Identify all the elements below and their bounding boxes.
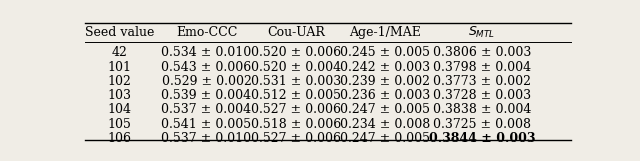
- Text: 0.520 ± 0.004: 0.520 ± 0.004: [251, 61, 341, 74]
- Text: 0.236 ± 0.003: 0.236 ± 0.003: [340, 89, 430, 102]
- Text: 0.529 ± 0.002: 0.529 ± 0.002: [161, 75, 252, 88]
- Text: 0.543 ± 0.006: 0.543 ± 0.006: [161, 61, 252, 74]
- Text: 0.245 ± 0.005: 0.245 ± 0.005: [340, 46, 430, 59]
- Text: 0.527 ± 0.006: 0.527 ± 0.006: [251, 103, 340, 116]
- Text: 0.242 ± 0.003: 0.242 ± 0.003: [340, 61, 430, 74]
- Text: Emo-CCC: Emo-CCC: [176, 26, 237, 39]
- Text: 0.3725 ± 0.008: 0.3725 ± 0.008: [433, 118, 531, 131]
- Text: 0.518 ± 0.006: 0.518 ± 0.006: [251, 118, 341, 131]
- Text: 0.3806 ± 0.003: 0.3806 ± 0.003: [433, 46, 531, 59]
- Text: Age-1/MAE: Age-1/MAE: [349, 26, 421, 39]
- Text: Seed value: Seed value: [85, 26, 154, 39]
- Text: 0.3773 ± 0.002: 0.3773 ± 0.002: [433, 75, 531, 88]
- Text: 0.247 ± 0.005: 0.247 ± 0.005: [340, 103, 430, 116]
- Text: 0.527 ± 0.006: 0.527 ± 0.006: [251, 132, 340, 145]
- Text: 103: 103: [108, 89, 132, 102]
- Text: 0.247 ± 0.005: 0.247 ± 0.005: [340, 132, 430, 145]
- Text: 0.537 ± 0.004: 0.537 ± 0.004: [161, 103, 252, 116]
- Text: 0.3838 ± 0.004: 0.3838 ± 0.004: [433, 103, 531, 116]
- Text: 0.3798 ± 0.004: 0.3798 ± 0.004: [433, 61, 531, 74]
- Text: 0.234 ± 0.008: 0.234 ± 0.008: [340, 118, 430, 131]
- Text: 0.534 ± 0.010: 0.534 ± 0.010: [161, 46, 252, 59]
- Text: 0.3728 ± 0.003: 0.3728 ± 0.003: [433, 89, 531, 102]
- Text: $S_{MTL}$: $S_{MTL}$: [468, 25, 495, 40]
- Text: 101: 101: [108, 61, 132, 74]
- Text: 102: 102: [108, 75, 132, 88]
- Text: 0.537 ± 0.010: 0.537 ± 0.010: [161, 132, 252, 145]
- Text: 0.520 ± 0.006: 0.520 ± 0.006: [251, 46, 341, 59]
- Text: 42: 42: [112, 46, 127, 59]
- Text: 0.3844 ± 0.003: 0.3844 ± 0.003: [429, 132, 535, 145]
- Text: 105: 105: [108, 118, 132, 131]
- Text: 0.239 ± 0.002: 0.239 ± 0.002: [340, 75, 430, 88]
- Text: 0.541 ± 0.005: 0.541 ± 0.005: [161, 118, 252, 131]
- Text: 0.531 ± 0.003: 0.531 ± 0.003: [251, 75, 341, 88]
- Text: Cou-UAR: Cou-UAR: [267, 26, 324, 39]
- Text: 0.512 ± 0.005: 0.512 ± 0.005: [251, 89, 340, 102]
- Text: 104: 104: [108, 103, 132, 116]
- Text: 0.539 ± 0.004: 0.539 ± 0.004: [161, 89, 252, 102]
- Text: 106: 106: [108, 132, 132, 145]
